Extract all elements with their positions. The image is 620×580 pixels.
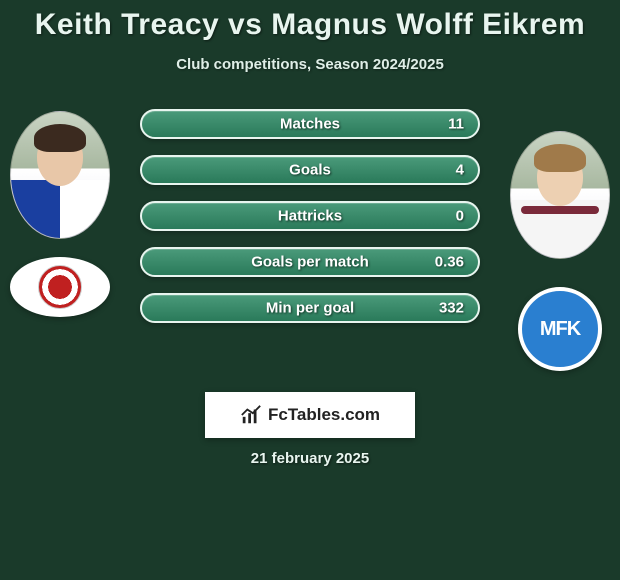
player-right-column: MFK	[508, 131, 612, 371]
player-left-avatar	[10, 111, 110, 239]
player-right-avatar	[510, 131, 610, 259]
attribution-text: FcTables.com	[268, 405, 380, 425]
player-left-column	[8, 111, 112, 317]
page-title: Keith Treacy vs Magnus Wolff Eikrem	[0, 0, 620, 42]
stat-bar-hattricks: Hattricks 0	[140, 201, 480, 231]
stat-bar-matches: Matches 11	[140, 109, 480, 139]
chart-icon	[240, 404, 262, 426]
player-left-club-badge	[10, 257, 110, 317]
stat-bar-goals-per-match: Goals per match 0.36	[140, 247, 480, 277]
stat-value-right: 332	[439, 300, 464, 317]
stat-label: Hattricks	[278, 208, 342, 225]
club-right-badge-label: MFK	[518, 287, 602, 371]
player-right-club-badge: MFK	[510, 287, 610, 371]
stat-label: Goals	[289, 162, 331, 179]
stat-label: Goals per match	[251, 254, 369, 271]
stat-value-right: 11	[448, 116, 464, 133]
stat-value-right: 0	[456, 208, 464, 225]
subtitle: Club competitions, Season 2024/2025	[0, 56, 620, 73]
stat-bars: Matches 11 Goals 4 Hattricks 0 Goals per…	[140, 109, 480, 339]
comparison-panel: MFK Matches 11 Goals 4 Hattricks 0 Goals…	[0, 103, 620, 403]
stat-bar-goals: Goals 4	[140, 155, 480, 185]
date-label: 21 february 2025	[0, 450, 620, 467]
attribution-badge: FcTables.com	[205, 392, 415, 438]
stat-label: Min per goal	[266, 300, 354, 317]
stat-value-right: 0.36	[435, 254, 464, 271]
stat-label: Matches	[280, 116, 340, 133]
stat-value-right: 4	[456, 162, 464, 179]
stat-bar-min-per-goal: Min per goal 332	[140, 293, 480, 323]
